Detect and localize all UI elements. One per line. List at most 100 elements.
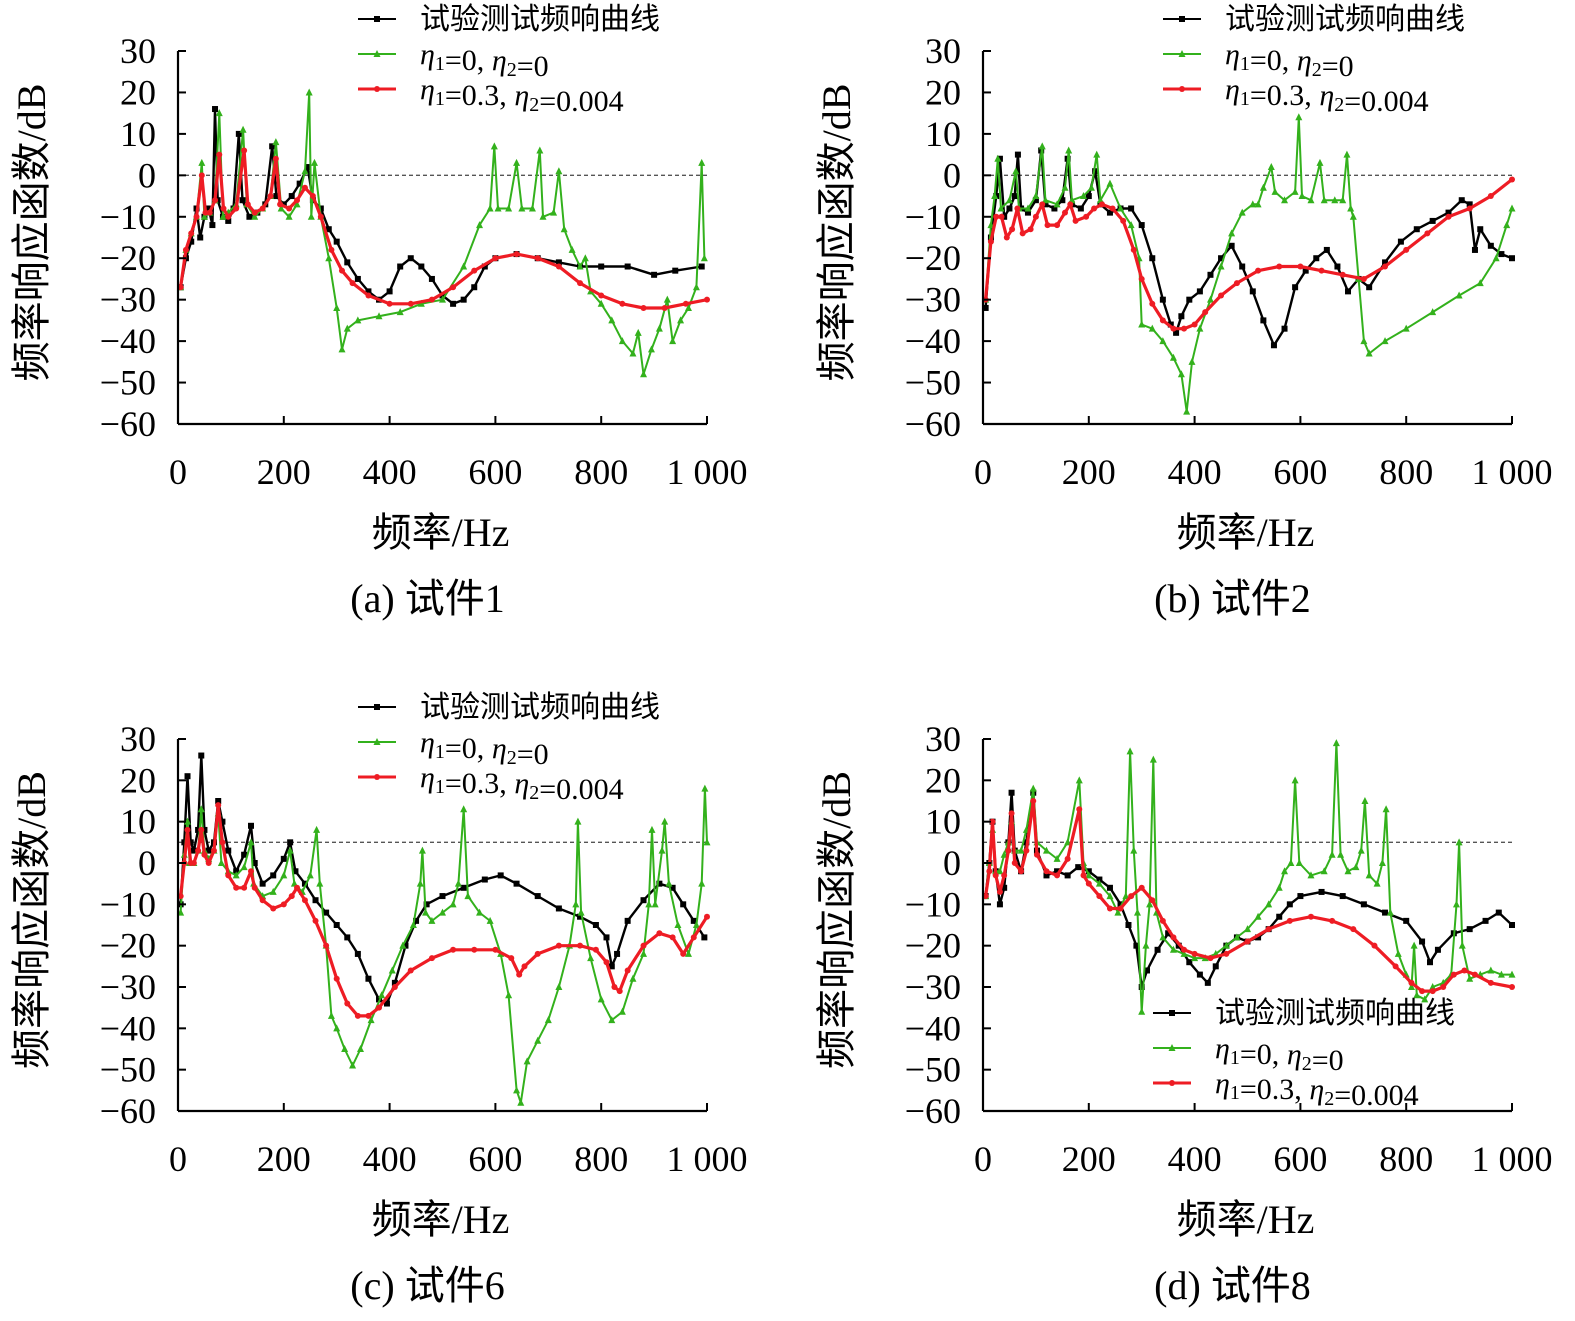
data-point-measured <box>1239 263 1246 270</box>
data-point-undamped <box>1130 846 1138 854</box>
data-point-damped <box>1096 893 1103 900</box>
data-point-measured <box>555 905 562 912</box>
data-point-measured <box>1345 288 1352 295</box>
data-point-damped <box>178 893 184 900</box>
data-point-measured <box>656 880 663 887</box>
legend-label-measured: 试验测试频响曲线 <box>420 691 660 724</box>
data-point-measured <box>287 839 294 846</box>
data-point-damped <box>1255 267 1262 274</box>
x-tick-label: 200 <box>1062 1139 1116 1179</box>
y-tick-label: −60 <box>100 1091 156 1131</box>
data-point-measured <box>288 193 295 200</box>
data-point-measured <box>198 752 205 759</box>
data-point-measured <box>1509 922 1515 928</box>
data-point-undamped <box>658 846 666 854</box>
y-tick-label: −40 <box>100 321 156 361</box>
chart-caption: (c) 试件6 <box>350 1263 504 1308</box>
data-point-measured <box>513 880 520 887</box>
data-point-damped <box>428 296 435 303</box>
data-point-undamped <box>449 900 457 908</box>
data-point-undamped <box>1343 150 1351 158</box>
data-point-damped <box>1128 893 1135 900</box>
legend-label-measured: 试验测试频响曲线 <box>420 3 660 36</box>
data-point-damped <box>1109 205 1116 212</box>
data-point-undamped <box>354 316 362 324</box>
data-point-undamped <box>1287 859 1295 866</box>
data-point-measured <box>1487 242 1494 249</box>
data-point-damped <box>365 1012 372 1019</box>
data-point-damped <box>1023 847 1030 854</box>
data-point-damped <box>616 988 623 995</box>
data-point-damped <box>1030 798 1037 804</box>
data-point-measured <box>1149 255 1156 262</box>
legend-marker-damped <box>374 774 380 780</box>
data-point-measured <box>1138 222 1145 229</box>
data-point-undamped <box>343 324 351 332</box>
data-point-measured <box>614 950 621 957</box>
data-point-undamped <box>674 921 682 928</box>
data-point-damped <box>1001 872 1008 879</box>
data-point-undamped <box>1222 941 1230 949</box>
data-point-damped <box>1244 938 1251 945</box>
data-point-measured <box>1075 864 1082 871</box>
data-point-undamped <box>1138 320 1146 328</box>
legend-marker-measured <box>374 704 380 710</box>
data-point-damped <box>1149 300 1156 307</box>
data-point-measured <box>269 143 276 150</box>
data-point-measured <box>333 922 340 928</box>
data-point-damped <box>1318 267 1325 274</box>
x-axis-label: 频率/Hz <box>372 510 510 555</box>
data-point-measured <box>270 872 277 879</box>
data-point-undamped <box>1127 221 1135 229</box>
data-point-measured <box>1178 313 1185 320</box>
data-point-measured <box>603 934 610 941</box>
data-point-damped <box>690 934 697 941</box>
data-point-measured <box>397 263 404 270</box>
data-point-measured <box>460 884 467 891</box>
data-point-damped <box>516 971 523 978</box>
data-point-undamped <box>1075 776 1083 784</box>
data-point-undamped <box>1455 838 1463 846</box>
data-point-damped <box>1265 926 1272 933</box>
data-point-measured <box>407 255 414 262</box>
data-point-damped <box>188 230 195 237</box>
data-point-measured <box>1032 197 1039 204</box>
data-point-undamped <box>669 337 677 345</box>
data-point-damped <box>280 901 287 908</box>
data-point-damped <box>277 201 284 208</box>
data-point-undamped <box>700 254 708 262</box>
data-point-undamped <box>576 262 584 270</box>
data-point-undamped <box>1259 183 1267 191</box>
data-point-damped <box>1064 855 1071 862</box>
data-point-damped <box>386 300 393 307</box>
data-point-undamped <box>698 158 706 166</box>
data-point-undamped <box>1177 370 1185 378</box>
data-point-measured <box>1006 205 1013 212</box>
data-point-undamped <box>1012 167 1020 175</box>
data-point-damped <box>428 955 435 962</box>
series-group <box>178 752 711 1106</box>
data-point-undamped <box>661 817 669 825</box>
data-point-damped <box>198 826 205 833</box>
data-point-damped <box>1005 847 1012 854</box>
data-point-damped <box>1329 917 1336 924</box>
data-point-measured <box>354 275 361 282</box>
series-line-damped <box>984 799 1513 993</box>
data-point-damped <box>212 197 219 204</box>
data-point-measured <box>301 880 308 887</box>
data-point-measured <box>344 259 351 266</box>
data-point-measured <box>598 263 605 270</box>
data-point-damped <box>288 893 295 900</box>
data-point-damped <box>471 267 478 274</box>
data-point-damped <box>508 955 515 962</box>
legend-marker-undamped <box>1168 1044 1176 1051</box>
data-point-undamped <box>1038 142 1046 150</box>
data-point-measured <box>1445 209 1452 216</box>
data-point-undamped <box>290 879 298 887</box>
y-tick-label: 30 <box>925 31 961 71</box>
data-point-damped <box>1018 868 1025 875</box>
data-point-measured <box>669 884 676 891</box>
data-point-undamped <box>1487 966 1495 974</box>
data-point-undamped <box>1382 805 1390 813</box>
